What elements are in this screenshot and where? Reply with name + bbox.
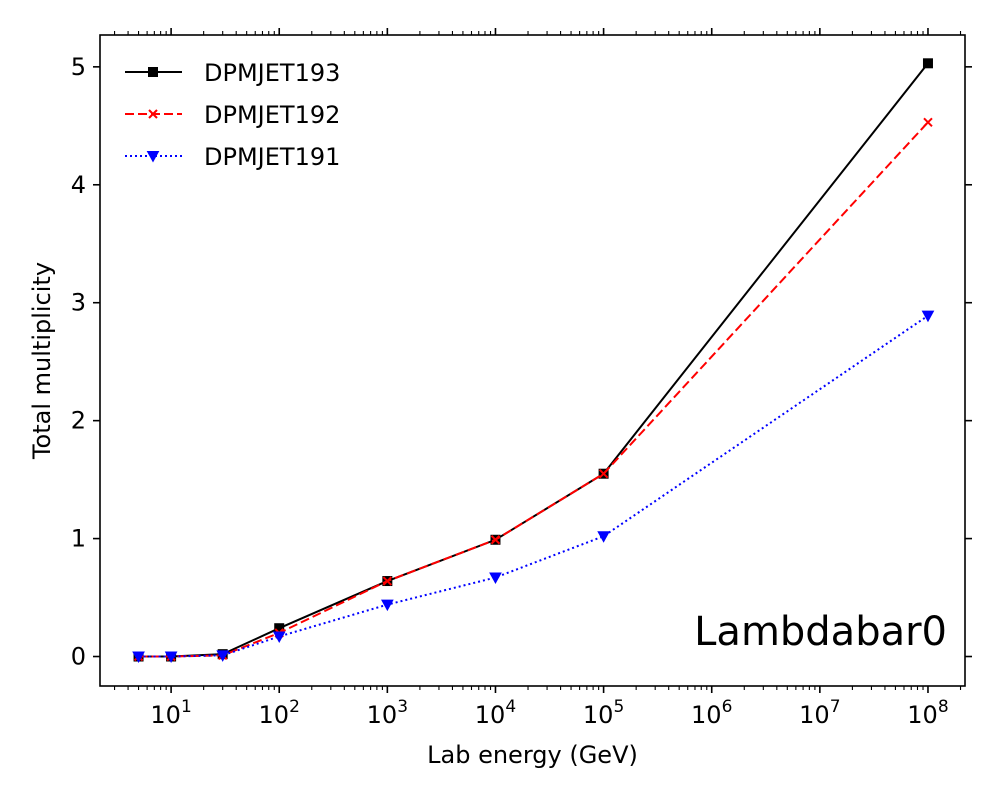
x-tick-label: 108 xyxy=(907,697,948,729)
x-tick-label: 107 xyxy=(799,697,840,729)
marker-triangle xyxy=(381,599,394,612)
marker-triangle xyxy=(216,650,230,662)
y-tick-label: 1 xyxy=(71,525,86,553)
x-tick-label: 103 xyxy=(367,697,408,729)
legend-entry: DPMJET193 xyxy=(125,59,340,87)
marker-square xyxy=(922,58,933,69)
marker-triangle xyxy=(132,651,145,664)
legend-label: DPMJET193 xyxy=(204,59,340,87)
marker-triangle xyxy=(597,531,610,543)
legend-entry: DPMJET191 xyxy=(125,143,340,171)
y-tick-label: 2 xyxy=(71,407,86,435)
marker-x xyxy=(490,535,501,545)
x-tick-label: 101 xyxy=(150,697,191,729)
x-tick-label: 102 xyxy=(259,697,300,729)
marker-x xyxy=(923,117,933,127)
marker-triangle xyxy=(272,631,286,644)
x-axis-label: Lab energy (GeV) xyxy=(427,741,638,769)
series-line xyxy=(138,314,929,658)
y-tick-label: 0 xyxy=(71,643,86,671)
marker-x xyxy=(382,576,393,586)
x-tick-label: 105 xyxy=(583,697,624,729)
marker-x-stroke xyxy=(148,109,158,119)
marker-x-stroke xyxy=(382,576,393,586)
marker-square xyxy=(148,67,158,77)
y-tick-label: 3 xyxy=(71,289,86,317)
series-line xyxy=(138,121,929,658)
marker-x xyxy=(598,469,609,479)
marker-x-stroke xyxy=(490,535,501,545)
x-tick-label: 106 xyxy=(691,697,732,729)
y-tick-label: 5 xyxy=(71,53,86,81)
series-DPMJET191 xyxy=(132,310,935,664)
marker-triangle xyxy=(146,151,160,163)
y-axis-label: Total multiplicity xyxy=(28,262,56,460)
marker-triangle xyxy=(164,651,178,664)
legend-label: DPMJET191 xyxy=(204,143,340,171)
marker-triangle xyxy=(921,310,935,323)
plot-layer: 101 102 103 104 105 106 107 108 0 1 2 3 4 5 xyxy=(71,28,972,729)
marker-triangle xyxy=(489,572,502,585)
legend-label: DPMJET192 xyxy=(204,101,340,129)
legend: DPMJET193 DPMJET192 DPMJET191 xyxy=(125,59,340,171)
marker-x-stroke xyxy=(598,469,609,479)
plot-frame xyxy=(99,34,966,687)
x-tick-label: 104 xyxy=(475,697,516,729)
marker-x xyxy=(148,109,158,119)
marker-x-stroke xyxy=(923,117,933,127)
y-tick-label: 4 xyxy=(71,171,86,199)
chart-annotation: Lambdabar0 xyxy=(694,609,947,655)
legend-entry: DPMJET192 xyxy=(125,101,340,129)
series-DPMJET192 xyxy=(133,117,933,662)
